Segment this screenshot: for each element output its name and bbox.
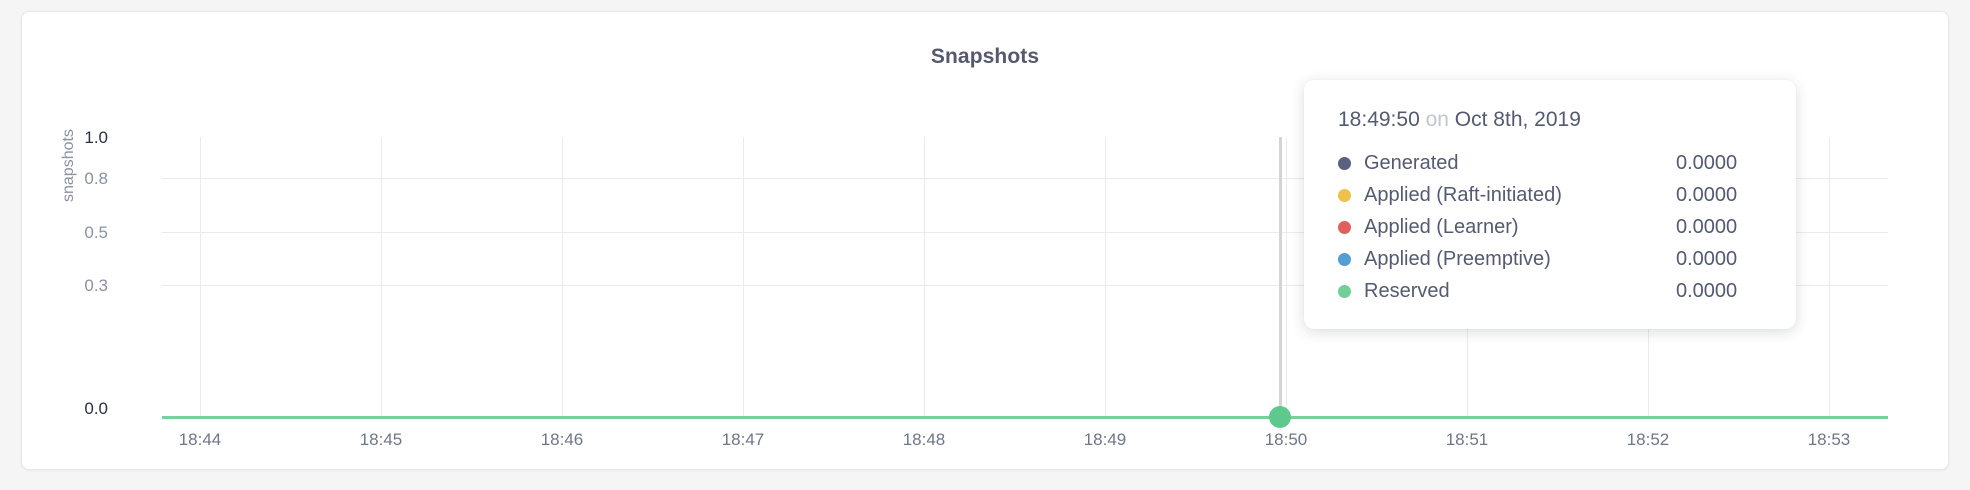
tooltip-series-label: Generated bbox=[1364, 151, 1459, 174]
tooltip-series-value: 0.0000 bbox=[1676, 279, 1738, 302]
gridline-horizontal bbox=[162, 178, 1888, 179]
tooltip-series-row: Generated 0.0000 bbox=[1338, 147, 1766, 179]
tooltip-series-label: Applied (Learner) bbox=[1364, 215, 1519, 238]
y-tick-label: 0.0 bbox=[84, 399, 108, 418]
gridline-vertical bbox=[743, 137, 744, 417]
x-tick-label: 18:50 bbox=[1264, 430, 1308, 449]
y-tick-label: 0.3 bbox=[84, 276, 108, 295]
tooltip-on-word: on bbox=[1425, 108, 1449, 131]
tooltip-series-value: 0.0000 bbox=[1676, 151, 1738, 174]
x-tick-label: 18:53 bbox=[1807, 430, 1851, 449]
hover-tooltip: 18:49:50 on Oct 8th, 2019 Generated 0.000… bbox=[1304, 80, 1796, 329]
gridline-vertical bbox=[381, 137, 382, 417]
x-tick-label: 18:49 bbox=[1083, 430, 1127, 449]
tooltip-series-value: 0.0000 bbox=[1676, 183, 1738, 206]
tooltip-series-row: Reserved 0.0000 bbox=[1338, 275, 1766, 307]
tooltip-series-row: Applied (Learner) 0.0000 bbox=[1338, 211, 1766, 243]
tooltip-series-label: Applied (Preemptive) bbox=[1364, 247, 1551, 270]
series-color-dot-icon bbox=[1338, 188, 1351, 202]
series-color-dot-icon bbox=[1338, 252, 1351, 266]
x-tick-label: 18:45 bbox=[359, 430, 403, 449]
series-line-reserved bbox=[162, 416, 1888, 419]
tooltip-series-value: 0.0000 bbox=[1676, 215, 1738, 238]
tooltip-header: 18:49:50 on Oct 8th, 2019 bbox=[1338, 108, 1766, 132]
tooltip-series-label: Applied (Raft-initiated) bbox=[1364, 183, 1562, 206]
gridline-vertical bbox=[924, 137, 925, 417]
series-color-dot-icon bbox=[1338, 220, 1351, 234]
gridline-vertical bbox=[562, 137, 563, 417]
x-tick-label: 18:46 bbox=[540, 430, 584, 449]
gridline-vertical bbox=[1829, 137, 1830, 417]
tooltip-series-value: 0.0000 bbox=[1676, 247, 1738, 270]
chart-card: Snapshots snapshots 1.0 0.8 0.5 0.3 0.0 18:4… bbox=[21, 11, 1949, 470]
y-tick-label: 1.0 bbox=[84, 128, 108, 147]
gridline-vertical bbox=[200, 137, 201, 417]
gridline-vertical bbox=[1286, 137, 1287, 417]
x-tick-label: 18:52 bbox=[1626, 430, 1670, 449]
tooltip-time: 18:49:50 bbox=[1338, 108, 1420, 131]
tooltip-series-list: Generated 0.0000 Applied (Raft-initiated) 0… bbox=[1338, 147, 1766, 307]
hover-point-marker[interactable] bbox=[1269, 406, 1291, 428]
series-color-dot-icon bbox=[1338, 284, 1351, 298]
x-tick-label: 18:44 bbox=[178, 430, 222, 449]
series-color-dot-icon bbox=[1338, 156, 1351, 170]
gridline-vertical bbox=[1105, 137, 1106, 417]
gridline-horizontal bbox=[162, 285, 1888, 286]
tooltip-series-row: Applied (Raft-initiated) 0.0000 bbox=[1338, 179, 1766, 211]
x-tick-label: 18:48 bbox=[902, 430, 946, 449]
y-tick-label: 0.8 bbox=[84, 169, 108, 188]
tooltip-series-row: Applied (Preemptive) 0.0000 bbox=[1338, 243, 1766, 275]
page-title: Snapshots bbox=[930, 45, 1040, 68]
x-tick-label: 18:47 bbox=[721, 430, 765, 449]
tooltip-series-label: Reserved bbox=[1364, 279, 1450, 302]
x-tick-label: 18:51 bbox=[1445, 430, 1489, 449]
hover-crosshair bbox=[1279, 137, 1282, 417]
y-tick-label: 0.5 bbox=[84, 223, 108, 242]
gridline-horizontal bbox=[162, 232, 1888, 233]
tooltip-date: Oct 8th, 2019 bbox=[1454, 108, 1581, 131]
